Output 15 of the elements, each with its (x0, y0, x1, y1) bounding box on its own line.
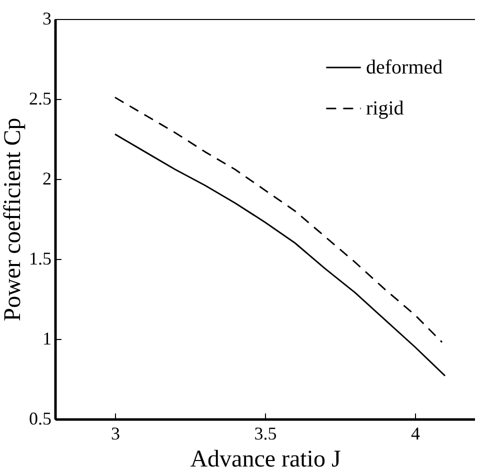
legend-label: deformed (366, 56, 443, 78)
y-tick-label: 3 (42, 8, 52, 28)
y-tick-label: 2 (42, 168, 52, 188)
x-axis-title: Advance ratio J (190, 446, 341, 472)
y-tick-label: 1.5 (29, 248, 52, 268)
y-tick-label: 0.5 (29, 408, 52, 428)
line-series (114, 96, 443, 343)
y-tick-label: 2.5 (29, 88, 52, 108)
x-tick-label: 4 (411, 424, 420, 444)
y-axis-title: Power coefficient Cp (0, 118, 26, 322)
x-tick-label: 3 (111, 424, 120, 444)
line-series (114, 133, 446, 377)
x-tick-label: 3.5 (254, 424, 277, 444)
legend-label: rigid (366, 98, 404, 120)
y-tick-label: 1 (42, 328, 52, 348)
